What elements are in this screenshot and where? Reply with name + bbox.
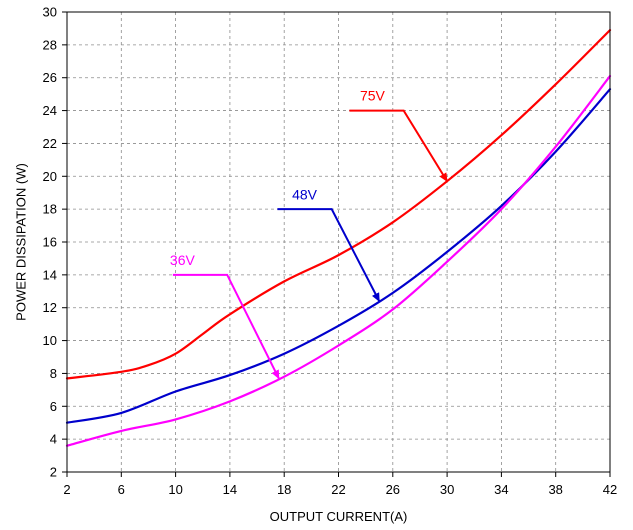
series-lines — [65, 29, 612, 447]
annotation-label: 36V — [170, 252, 196, 268]
annotation-label: 48V — [292, 186, 318, 202]
y-tick-label: 26 — [43, 70, 57, 85]
y-tick-label: 2 — [50, 465, 57, 480]
annotation-48v: 48V — [277, 186, 381, 303]
y-tick-label: 20 — [43, 169, 57, 184]
x-tick-label: 34 — [494, 482, 508, 497]
x-tick-label: 26 — [386, 482, 400, 497]
x-tick-label: 14 — [223, 482, 237, 497]
annotation-arrow — [277, 208, 381, 303]
annotation-arrow — [172, 273, 280, 380]
x-axis-title: OUTPUT CURRENT(A) — [270, 509, 408, 524]
y-tick-label: 24 — [43, 103, 57, 118]
x-tick-label: 30 — [440, 482, 454, 497]
grid — [67, 12, 610, 472]
x-tick-label: 2 — [63, 482, 70, 497]
y-tick-label: 30 — [43, 5, 57, 20]
y-tick-label: 14 — [43, 267, 57, 282]
x-tick-label: 6 — [118, 482, 125, 497]
axis-ticks: 2 6 10 14 18 22 26 30 34 38 4224681012141618202224… — [43, 5, 618, 498]
y-tick-label: 28 — [43, 37, 57, 52]
y-tick-label: 10 — [43, 333, 57, 348]
annotations: 75V 48V 36V — [170, 88, 448, 380]
y-tick-label: 18 — [43, 202, 57, 217]
y-tick-label: 4 — [50, 432, 57, 447]
x-tick-label: 10 — [168, 482, 182, 497]
series-line-36v — [65, 75, 612, 447]
y-tick-label: 16 — [43, 235, 57, 250]
x-tick-label: 22 — [331, 482, 345, 497]
y-tick-label: 6 — [50, 399, 57, 414]
x-tick-label: 18 — [277, 482, 291, 497]
annotation-label: 75V — [360, 88, 386, 104]
y-tick-label: 8 — [50, 366, 57, 381]
y-axis-title: POWER DISSIPATION (W) — [13, 163, 28, 321]
x-tick-label: 42 — [603, 482, 617, 497]
annotation-36v: 36V — [170, 252, 280, 380]
y-tick-label: 12 — [43, 300, 57, 315]
y-tick-label: 22 — [43, 136, 57, 151]
annotation-arrow — [349, 109, 448, 183]
annotation-75v: 75V — [349, 88, 448, 183]
x-tick-label: 38 — [548, 482, 562, 497]
series-line-75v — [65, 29, 612, 380]
